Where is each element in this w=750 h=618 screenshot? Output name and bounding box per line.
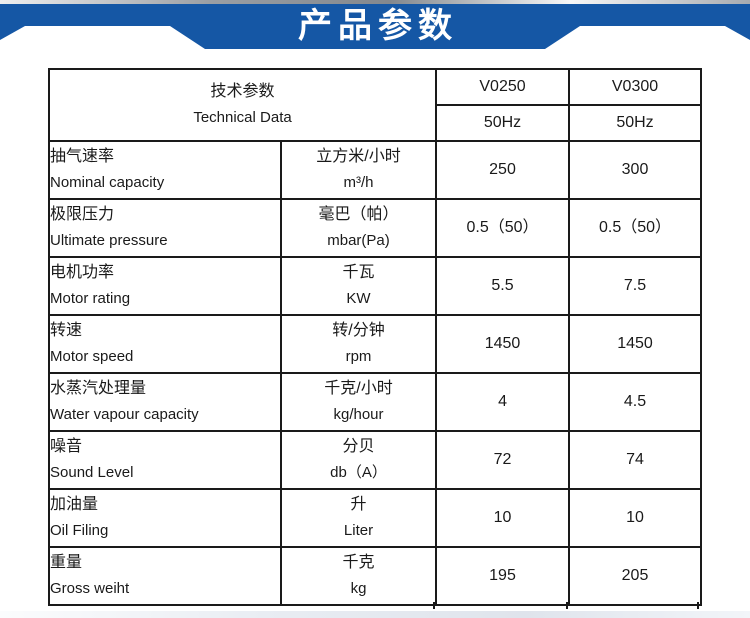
value-v0300: 74 xyxy=(568,430,703,490)
value-v0250: 5.5 xyxy=(435,256,571,316)
param-zh: 电机功率 xyxy=(50,264,115,281)
value-v0300: 10 xyxy=(568,488,703,548)
param-en: Motor rating xyxy=(50,290,131,307)
param-name-cell: 重量 Gross weiht xyxy=(48,546,282,606)
table-row: 抽气速率 Nominal capacity 立方米/小时 m³/h 250 30… xyxy=(48,140,703,200)
value-v0300: 300 xyxy=(568,140,703,200)
table-row: 转速 Motor speed 转/分钟 rpm 1450 1450 xyxy=(48,314,703,374)
spec-table: 技术参数 Technical Data V0250 V0300 50Hz 50H… xyxy=(47,68,703,606)
banner-ribbon xyxy=(0,4,750,49)
unit-en: mbar(Pa) xyxy=(327,232,390,249)
header-tech-data-cell: 技术参数 Technical Data xyxy=(47,68,438,142)
value-v0250: 0.5（50） xyxy=(435,198,571,258)
table-row: 重量 Gross weiht 千克 kg 195 205 xyxy=(48,546,703,606)
table-row: 噪音 Sound Level 分贝 db（A） 72 74 xyxy=(48,430,703,490)
param-zh: 抽气速率 xyxy=(50,148,115,165)
param-unit-cell: 千瓦 KW xyxy=(279,256,438,316)
banner-ribbon-shape xyxy=(0,4,750,49)
param-name-cell: 水蒸汽处理量 Water vapour capacity xyxy=(48,372,282,432)
value-v0300: 4.5 xyxy=(568,372,703,432)
value-v0250: 4 xyxy=(435,372,571,432)
value-v0300: 205 xyxy=(568,546,703,606)
unit-zh: 毫巴（帕） xyxy=(318,206,399,223)
param-zh: 重量 xyxy=(50,554,83,571)
param-zh: 水蒸汽处理量 xyxy=(50,380,147,397)
unit-en: kg/hour xyxy=(333,406,384,423)
value-v0300: 1450 xyxy=(568,314,703,374)
param-en: Water vapour capacity xyxy=(50,406,199,423)
header-row-2: 50Hz 50Hz xyxy=(49,104,703,142)
value-v0250: 250 xyxy=(435,140,571,200)
header-label-zh: 技术参数 xyxy=(210,83,275,100)
value-v0300: 0.5（50） xyxy=(568,198,703,258)
param-unit-cell: 分贝 db（A） xyxy=(279,430,438,490)
param-unit-cell: 千克 kg xyxy=(279,546,438,606)
table-row: 加油量 Oil Filing 升 Liter 10 10 xyxy=(48,488,703,548)
page-title: 产品参数 xyxy=(298,7,458,45)
value-v0250: 72 xyxy=(435,430,571,490)
unit-zh: 分贝 xyxy=(342,438,375,455)
unit-zh: 千克/小时 xyxy=(324,380,393,397)
param-en: Motor speed xyxy=(50,348,134,365)
param-unit-cell: 千克/小时 kg/hour xyxy=(279,372,438,432)
column-rule-stub xyxy=(697,602,699,609)
unit-en: m³/h xyxy=(343,174,374,191)
value-v0300: 7.5 xyxy=(568,256,703,316)
param-name-cell: 抽气速率 Nominal capacity xyxy=(48,140,282,200)
unit-en: Liter xyxy=(343,522,374,539)
metallic-top-strip xyxy=(0,0,750,4)
param-unit-cell: 转/分钟 rpm xyxy=(279,314,438,374)
table-row: 水蒸汽处理量 Water vapour capacity 千克/小时 kg/ho… xyxy=(48,372,703,432)
unit-en: kg xyxy=(350,580,367,597)
table-row: 极限压力 Ultimate pressure 毫巴（帕） mbar(Pa) 0.… xyxy=(48,198,703,258)
param-name-cell: 电机功率 Motor rating xyxy=(48,256,282,316)
param-en: Ultimate pressure xyxy=(50,232,168,249)
column-rule-stub xyxy=(433,602,435,609)
unit-en: rpm xyxy=(345,348,372,365)
header-label-en: Technical Data xyxy=(193,109,292,126)
param-zh: 转速 xyxy=(50,322,83,339)
param-unit-cell: 升 Liter xyxy=(279,488,438,548)
unit-zh: 升 xyxy=(350,496,367,513)
param-en: Oil Filing xyxy=(50,522,109,539)
header-freq-v0250: 50Hz xyxy=(435,104,571,142)
value-v0250: 10 xyxy=(435,488,571,548)
unit-zh: 转/分钟 xyxy=(332,322,385,339)
param-name-cell: 噪音 Sound Level xyxy=(48,430,282,490)
unit-en: db（A） xyxy=(330,464,387,481)
param-en: Nominal capacity xyxy=(50,174,165,191)
column-rule-stub xyxy=(566,602,568,609)
unit-en: KW xyxy=(346,290,371,307)
unit-zh: 千瓦 xyxy=(342,264,375,281)
header-row-1: 技术参数 Technical Data V0250 V0300 xyxy=(47,68,703,142)
value-v0250: 1450 xyxy=(435,314,571,374)
bottom-light-strip xyxy=(0,611,750,618)
value-v0250: 195 xyxy=(435,546,571,606)
param-unit-cell: 立方米/小时 m³/h xyxy=(279,140,438,200)
unit-zh: 立方米/小时 xyxy=(316,148,401,165)
param-name-cell: 加油量 Oil Filing xyxy=(48,488,282,548)
param-name-cell: 极限压力 Ultimate pressure xyxy=(48,198,282,258)
param-zh: 极限压力 xyxy=(50,206,115,223)
header-model-v0300: V0300 xyxy=(568,68,703,106)
param-name-cell: 转速 Motor speed xyxy=(48,314,282,374)
param-en: Gross weiht xyxy=(50,580,130,597)
param-zh: 加油量 xyxy=(50,496,99,513)
header-model-v0250: V0250 xyxy=(435,68,571,106)
unit-zh: 千克 xyxy=(342,554,375,571)
param-en: Sound Level xyxy=(50,464,134,481)
param-zh: 噪音 xyxy=(50,438,83,455)
table-row: 电机功率 Motor rating 千瓦 KW 5.5 7.5 xyxy=(48,256,703,316)
header-freq-v0300: 50Hz xyxy=(568,104,703,142)
param-unit-cell: 毫巴（帕） mbar(Pa) xyxy=(279,198,438,258)
